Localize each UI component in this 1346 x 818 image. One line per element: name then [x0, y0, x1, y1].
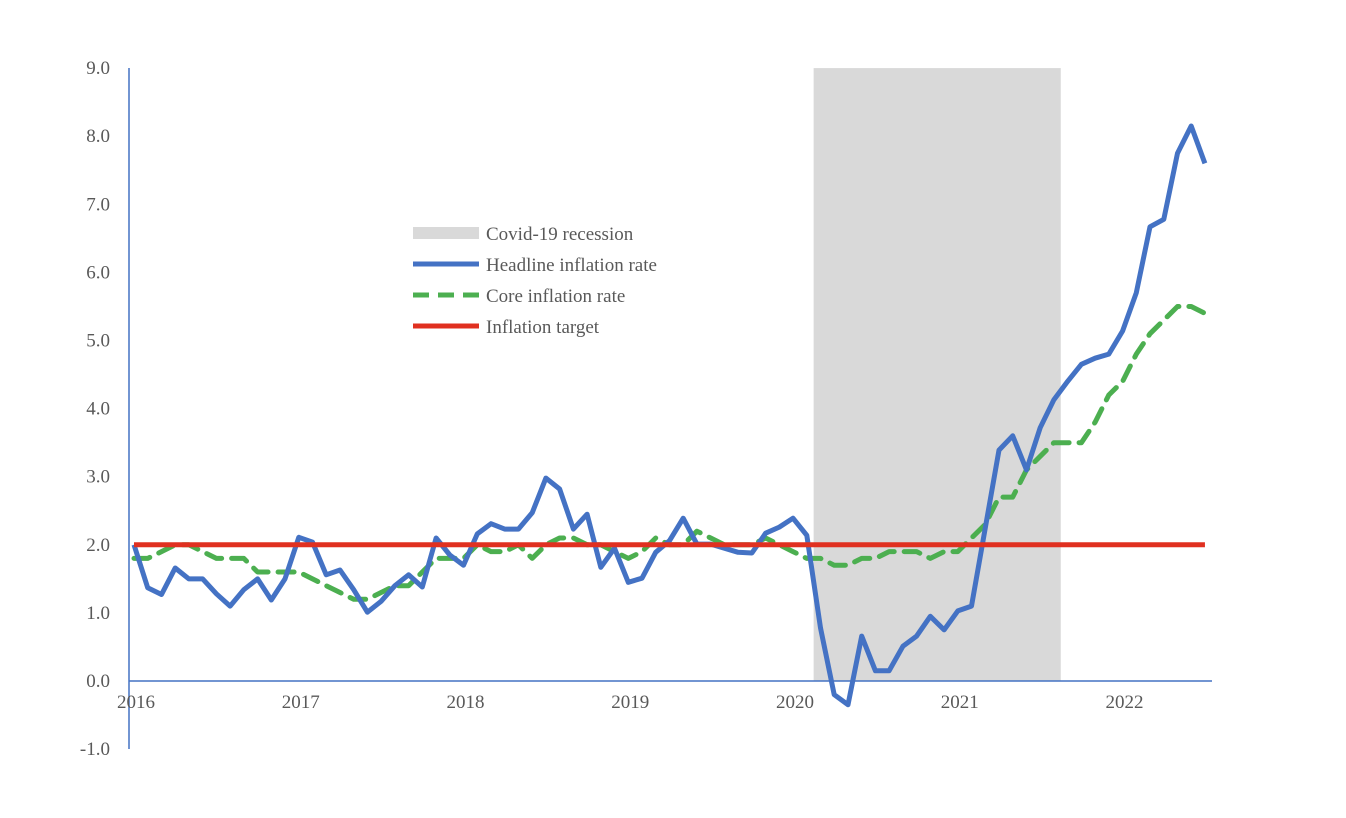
y-tick-label: 0.0	[86, 671, 110, 692]
x-tick-label: 2020	[776, 692, 814, 713]
headline-inflation-rate-points	[133, 125, 1206, 705]
x-tick-label: 2017	[282, 692, 320, 713]
legend: Covid-19 recession Headline inflation ra…	[413, 224, 657, 338]
legend-label-recession: Covid-19 recession	[486, 224, 634, 245]
y-tick-label: 3.0	[86, 467, 110, 488]
y-tick-label: 4.0	[86, 399, 110, 420]
x-tick-label: 2016	[117, 692, 155, 713]
y-tick-label: 6.0	[86, 262, 110, 283]
y-tick-labels: -1.0 0.0 1.0 2.0 3.0 4.0 5.0 6.0 7.0 8.0 9.0	[80, 58, 110, 760]
y-tick-label: 7.0	[86, 194, 110, 215]
y-tick-label: 8.0	[86, 126, 110, 147]
y-tick-label: -1.0	[80, 739, 110, 760]
legend-label-target: Inflation target	[486, 317, 600, 338]
legend-label-core: Core inflation rate	[486, 286, 625, 307]
x-tick-label: 2019	[611, 692, 649, 713]
recession-shading-layer	[813, 68, 1061, 682]
axes	[128, 68, 1212, 749]
legend-label-headline: Headline inflation rate	[486, 255, 657, 276]
x-tick-label: 2018	[447, 692, 485, 713]
y-tick-label: 9.0	[86, 58, 110, 79]
y-tick-label: 1.0	[86, 603, 110, 624]
legend-swatch-recession	[413, 227, 479, 239]
x-tick-label: 2022	[1106, 692, 1144, 713]
recession-shading	[813, 68, 1061, 682]
y-tick-label: 2.0	[86, 535, 110, 556]
series-layer	[131, 123, 1208, 708]
x-tick-label: 2021	[941, 692, 979, 713]
y-tick-label: 5.0	[86, 331, 110, 352]
x-tick-labels: 2016 2017 2018 2019 2020 2021 2022	[117, 692, 1144, 713]
